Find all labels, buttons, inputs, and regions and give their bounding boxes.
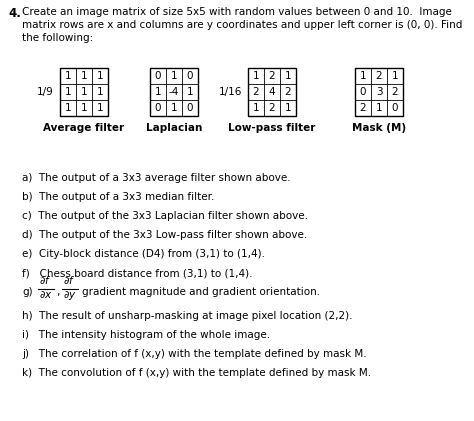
Text: 1: 1 <box>97 103 103 113</box>
Bar <box>248 68 296 116</box>
Text: d)  The output of the 3x3 Low-pass filter shown above.: d) The output of the 3x3 Low-pass filter… <box>22 230 307 240</box>
Text: a)  The output of a 3x3 average filter shown above.: a) The output of a 3x3 average filter sh… <box>22 173 291 183</box>
Text: 1: 1 <box>253 71 259 81</box>
Text: 1: 1 <box>97 87 103 97</box>
Text: 1: 1 <box>253 103 259 113</box>
Text: 2: 2 <box>285 87 292 97</box>
Bar <box>150 68 198 116</box>
Text: 1: 1 <box>376 103 383 113</box>
Text: 0: 0 <box>187 103 193 113</box>
Text: 0: 0 <box>392 103 398 113</box>
Text: Low-pass filter: Low-pass filter <box>228 123 316 133</box>
Text: g): g) <box>22 287 33 297</box>
Text: 2: 2 <box>269 71 275 81</box>
Text: 1: 1 <box>155 87 161 97</box>
Text: 1: 1 <box>285 71 292 81</box>
Text: 2: 2 <box>376 71 383 81</box>
Text: Mask (M): Mask (M) <box>352 123 406 133</box>
Text: $\partial x$: $\partial x$ <box>39 289 53 300</box>
Text: j)   The correlation of f (x,y) with the template defined by mask M.: j) The correlation of f (x,y) with the t… <box>22 349 366 359</box>
Text: -4: -4 <box>169 87 179 97</box>
Text: 1: 1 <box>171 103 177 113</box>
Text: 1: 1 <box>81 87 87 97</box>
Text: h)  The result of unsharp-masking at image pixel location (2,2).: h) The result of unsharp-masking at imag… <box>22 311 353 321</box>
Text: $\partial y$: $\partial y$ <box>63 289 77 302</box>
Text: Create an image matrix of size 5x5 with random values between 0 and 10.  Image: Create an image matrix of size 5x5 with … <box>22 7 452 17</box>
Text: b)  The output of a 3x3 median filter.: b) The output of a 3x3 median filter. <box>22 192 214 202</box>
Text: k)  The convolution of f (x,y) with the template defined by mask M.: k) The convolution of f (x,y) with the t… <box>22 368 371 378</box>
Text: 0: 0 <box>360 87 366 97</box>
Text: i)   The intensity histogram of the whole image.: i) The intensity histogram of the whole … <box>22 330 270 340</box>
Text: 0: 0 <box>155 71 161 81</box>
Text: 1/9: 1/9 <box>37 87 54 97</box>
Text: 1: 1 <box>392 71 398 81</box>
Text: 1: 1 <box>171 71 177 81</box>
Text: $\partial f$: $\partial f$ <box>63 274 75 286</box>
Text: 4: 4 <box>269 87 275 97</box>
Text: 1: 1 <box>81 71 87 81</box>
Text: 2: 2 <box>253 87 259 97</box>
Text: 1: 1 <box>285 103 292 113</box>
Text: matrix rows are x and columns are y coordinates and upper left corner is (0, 0).: matrix rows are x and columns are y coor… <box>22 20 462 30</box>
Text: 0: 0 <box>155 103 161 113</box>
Text: $\partial f$: $\partial f$ <box>39 274 51 286</box>
Text: 1: 1 <box>97 71 103 81</box>
Text: ,: , <box>56 287 59 297</box>
Text: f)   Chess board distance from (3,1) to (1,4).: f) Chess board distance from (3,1) to (1… <box>22 268 253 278</box>
Bar <box>60 68 108 116</box>
Text: 1: 1 <box>64 87 71 97</box>
Text: e)  City-block distance (D4) from (3,1) to (1,4).: e) City-block distance (D4) from (3,1) t… <box>22 249 265 259</box>
Text: 1: 1 <box>360 71 366 81</box>
Text: 1: 1 <box>187 87 193 97</box>
Text: 1: 1 <box>64 103 71 113</box>
Text: 4.: 4. <box>8 7 21 20</box>
Text: gradient magnitude and gradient orientation.: gradient magnitude and gradient orientat… <box>82 287 320 297</box>
Text: 1/16: 1/16 <box>219 87 242 97</box>
Bar <box>355 68 403 116</box>
Text: 2: 2 <box>360 103 366 113</box>
Text: c)  The output of the 3x3 Laplacian filter shown above.: c) The output of the 3x3 Laplacian filte… <box>22 211 308 221</box>
Text: the following:: the following: <box>22 33 93 43</box>
Text: Average filter: Average filter <box>44 123 125 133</box>
Text: 0: 0 <box>187 71 193 81</box>
Text: 1: 1 <box>81 103 87 113</box>
Text: 3: 3 <box>376 87 383 97</box>
Text: Laplacian: Laplacian <box>146 123 202 133</box>
Text: 1: 1 <box>64 71 71 81</box>
Text: 2: 2 <box>269 103 275 113</box>
Text: 2: 2 <box>392 87 398 97</box>
